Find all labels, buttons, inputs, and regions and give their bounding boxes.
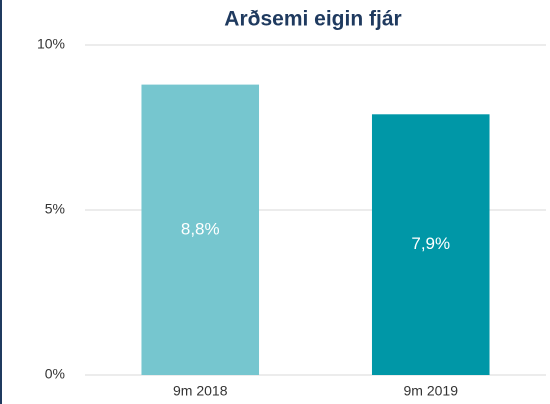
value-label: 7,9% — [411, 234, 450, 253]
x-tick-label: 9m 2019 — [404, 383, 459, 399]
y-tick-label: 0% — [45, 366, 65, 382]
x-tick-label: 9m 2018 — [173, 383, 228, 399]
bar — [371, 114, 490, 376]
y-tick-label: 10% — [37, 36, 65, 52]
left-edge — [0, 0, 2, 404]
bar — [141, 84, 260, 375]
value-label: 8,8% — [181, 219, 220, 238]
y-tick-label: 5% — [45, 201, 65, 217]
chart-title: Arðsemi eigin fjár — [224, 8, 401, 31]
